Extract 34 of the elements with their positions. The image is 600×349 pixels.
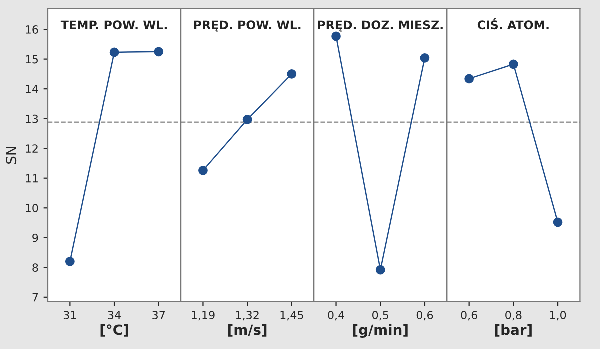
y-tick-label: 11: [26, 174, 38, 183]
x-tick-label: 37: [152, 311, 165, 320]
text: TEMP. POW. WL.: [60, 20, 167, 30]
text: CIŚ. ATOM.: [478, 18, 549, 30]
x-tick-label: 0,6: [461, 311, 478, 321]
x-tick-label: 0,5: [372, 311, 388, 321]
x-axis-title: [m/s]: [228, 324, 267, 337]
y-tick-label: 12: [26, 144, 38, 153]
y-tick-label: 8: [32, 264, 38, 272]
text: PRĘD. POW. WL.: [194, 20, 301, 32]
x-axis-title: [g/min]: [353, 324, 408, 338]
text: PRĘD. DOZ. MIESZ.: [318, 20, 443, 32]
x-tick-label: 1,32: [236, 311, 259, 321]
x-tick-label: 1,19: [192, 311, 215, 321]
x-tick-label: 34: [108, 311, 121, 320]
point: [110, 48, 120, 58]
x-tick-label: 0,8: [506, 311, 522, 321]
y-tick-label: 10: [26, 204, 38, 213]
y-tick-label: 15: [26, 55, 38, 64]
y-tick-label: 9: [32, 234, 38, 242]
y-tick-label: 16: [26, 26, 38, 34]
x-tick-label: 31: [64, 311, 76, 320]
x-tick-label: 1,0: [550, 311, 566, 321]
x-axis-title: [°C]: [100, 324, 128, 337]
y-tick-label: 7: [32, 294, 38, 302]
y-axis-title: SN: [6, 147, 17, 164]
x-axis-title: [bar]: [495, 324, 532, 337]
x-tick-label: 0,6: [416, 311, 434, 321]
x-tick-label: 1,45: [280, 311, 304, 321]
point: [154, 47, 164, 57]
y-tick-label: 13: [26, 114, 38, 124]
y-tick-label: 14: [26, 85, 38, 94]
point: [65, 257, 75, 266]
x-tick-label: 0,4: [328, 311, 344, 321]
